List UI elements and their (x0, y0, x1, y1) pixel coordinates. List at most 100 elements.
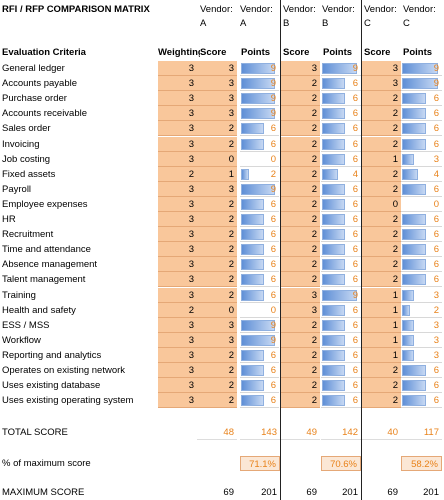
weight-cell[interactable]: 3 (158, 76, 197, 92)
weight-cell[interactable]: 3 (158, 393, 197, 409)
score-c-cell[interactable]: 2 (362, 181, 401, 197)
score-c-cell[interactable]: 2 (362, 136, 401, 152)
weight-cell[interactable]: 3 (158, 227, 197, 243)
score-a-cell[interactable]: 3 (197, 332, 237, 348)
score-a-cell[interactable]: 0 (197, 302, 237, 318)
weight-cell[interactable]: 3 (158, 61, 197, 76)
score-a-cell[interactable]: 3 (197, 91, 237, 107)
score-b-cell[interactable]: 2 (281, 212, 320, 227)
score-a-cell[interactable]: 3 (197, 61, 237, 76)
score-b-cell[interactable]: 2 (281, 166, 320, 182)
score-b-cell[interactable]: 2 (281, 257, 320, 273)
weight-cell[interactable]: 2 (158, 166, 197, 182)
score-c-cell[interactable]: 0 (362, 196, 401, 212)
score-c-cell[interactable]: 2 (362, 106, 401, 122)
points-bar (322, 349, 346, 361)
score-b-cell[interactable]: 2 (281, 181, 320, 197)
score-c-cell[interactable]: 2 (362, 166, 401, 182)
score-c-cell[interactable]: 2 (362, 242, 401, 258)
score-b-cell[interactable]: 3 (281, 287, 320, 303)
score-a-cell[interactable]: 2 (197, 363, 237, 378)
score-b-cell[interactable]: 2 (281, 242, 320, 258)
score-a-cell[interactable]: 0 (197, 151, 237, 167)
score-b-cell[interactable]: 2 (281, 332, 320, 348)
score-b-cell[interactable]: 2 (281, 106, 320, 122)
weight-cell[interactable]: 3 (158, 121, 197, 137)
score-a-cell[interactable]: 2 (197, 393, 237, 409)
weight-cell[interactable]: 3 (158, 257, 197, 273)
weight-cell[interactable]: 3 (158, 196, 197, 212)
score-b-cell[interactable]: 2 (281, 121, 320, 137)
score-a-cell[interactable]: 2 (197, 196, 237, 212)
score-a-cell[interactable]: 2 (197, 257, 237, 273)
score-a-cell[interactable]: 2 (197, 136, 237, 152)
weight-cell[interactable]: 3 (158, 287, 197, 303)
score-a-cell[interactable]: 2 (197, 227, 237, 243)
score-a-cell[interactable]: 3 (197, 181, 237, 197)
score-c-cell[interactable]: 3 (362, 61, 401, 76)
weight-cell[interactable]: 3 (158, 242, 197, 258)
score-c-cell[interactable]: 1 (362, 287, 401, 303)
weight-cell[interactable]: 3 (158, 272, 197, 288)
score-a-cell[interactable]: 2 (197, 272, 237, 288)
points-a-cell: 9 (240, 106, 279, 122)
weight-cell[interactable]: 3 (158, 106, 197, 122)
score-a-cell[interactable]: 2 (197, 347, 237, 363)
score-b-cell[interactable]: 2 (281, 196, 320, 212)
score-b-cell[interactable]: 2 (281, 363, 320, 378)
score-c-cell[interactable]: 2 (362, 393, 401, 409)
weight-cell[interactable]: 3 (158, 136, 197, 152)
score-c-cell[interactable]: 2 (362, 227, 401, 243)
score-c-cell[interactable]: 2 (362, 91, 401, 107)
score-c-cell[interactable]: 2 (362, 212, 401, 227)
score-a-cell[interactable]: 3 (197, 76, 237, 92)
weight-cell[interactable]: 3 (158, 212, 197, 227)
points-c-cell: 3 (401, 348, 442, 363)
score-a-cell[interactable]: 3 (197, 106, 237, 122)
score-b-cell[interactable]: 2 (281, 347, 320, 363)
weight-cell[interactable]: 3 (158, 181, 197, 197)
score-c-cell[interactable]: 2 (362, 378, 401, 394)
score-b-cell[interactable]: 2 (281, 91, 320, 107)
weight-cell[interactable]: 3 (158, 317, 197, 333)
score-b-cell[interactable]: 2 (281, 272, 320, 288)
score-a-cell[interactable]: 2 (197, 212, 237, 227)
score-c-cell[interactable]: 2 (362, 272, 401, 288)
score-b-cell[interactable]: 2 (281, 227, 320, 243)
score-b-cell[interactable]: 3 (281, 302, 320, 318)
score-b-cell[interactable]: 2 (281, 393, 320, 409)
score-a-cell[interactable]: 1 (197, 166, 237, 182)
score-c-cell[interactable]: 1 (362, 332, 401, 348)
score-c-cell[interactable]: 2 (362, 257, 401, 273)
score-a-cell[interactable]: 2 (197, 242, 237, 258)
weight-cell[interactable]: 3 (158, 91, 197, 107)
score-c-cell[interactable]: 1 (362, 151, 401, 167)
points-a-cell: 9 (240, 182, 279, 197)
score-b-cell[interactable]: 3 (281, 61, 320, 76)
weight-cell[interactable]: 3 (158, 347, 197, 363)
points-bar (322, 168, 338, 180)
points-c-cell: 6 (401, 272, 442, 288)
score-c-cell[interactable]: 2 (362, 363, 401, 378)
score-a-cell[interactable]: 2 (197, 121, 237, 137)
score-c-cell[interactable]: 3 (362, 76, 401, 92)
score-b-cell[interactable]: 2 (281, 136, 320, 152)
score-b-cell[interactable]: 2 (281, 151, 320, 167)
score-a-cell[interactable]: 3 (197, 317, 237, 333)
score-c-cell[interactable]: 2 (362, 121, 401, 137)
weight-cell[interactable]: 3 (158, 151, 197, 167)
score-b-cell[interactable]: 2 (281, 378, 320, 394)
points-value: 6 (433, 123, 439, 135)
score-b-cell[interactable]: 2 (281, 76, 320, 92)
table-row: Accounts payable 3 3 9 2 6 3 9 (0, 76, 444, 92)
score-a-cell[interactable]: 2 (197, 287, 237, 303)
score-c-cell[interactable]: 1 (362, 347, 401, 363)
score-c-cell[interactable]: 1 (362, 317, 401, 333)
weight-cell[interactable]: 2 (158, 302, 197, 318)
score-a-cell[interactable]: 2 (197, 378, 237, 394)
weight-cell[interactable]: 3 (158, 378, 197, 394)
score-c-cell[interactable]: 1 (362, 302, 401, 318)
score-b-cell[interactable]: 2 (281, 317, 320, 333)
weight-cell[interactable]: 3 (158, 363, 197, 378)
weight-cell[interactable]: 3 (158, 332, 197, 348)
